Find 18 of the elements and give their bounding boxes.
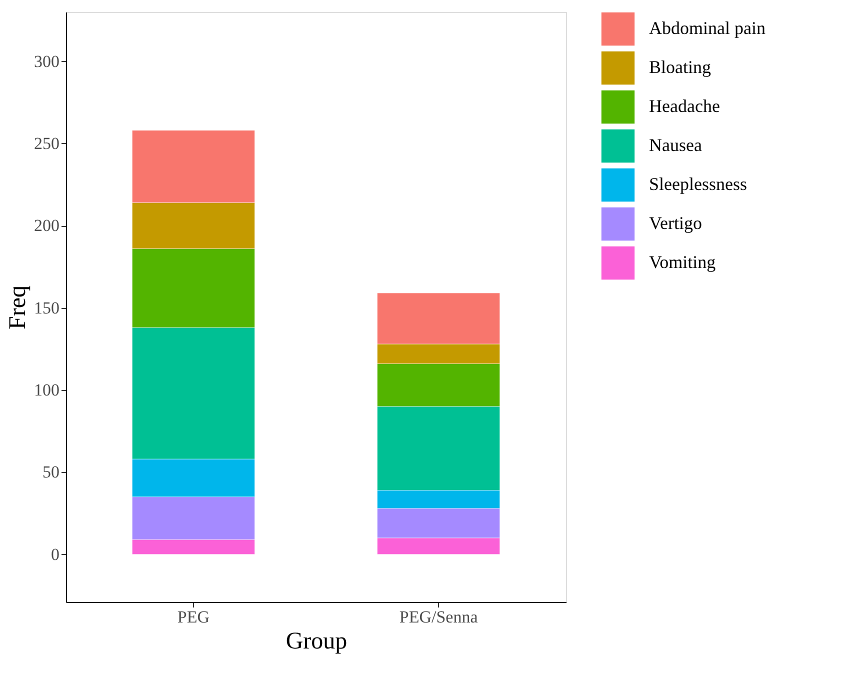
y-tick-label: 300	[34, 52, 60, 71]
legend-label: Sleeplessness	[649, 174, 747, 194]
y-tick-label: 0	[51, 544, 60, 564]
x-tick-label: PEG	[177, 608, 210, 626]
legend-label: Vomiting	[649, 252, 716, 272]
legend-label: Bloating	[649, 57, 711, 77]
y-tick-label: 250	[34, 134, 60, 153]
x-tick-label: PEG/Senna	[399, 608, 478, 626]
y-tick-label: 150	[34, 298, 60, 318]
legend-label: Vertigo	[649, 213, 702, 233]
y-axis-title: Freq	[5, 286, 31, 330]
legend-label: Abdominal pain	[649, 18, 766, 38]
y-tick-label: 200	[34, 216, 60, 236]
y-tick-label: 100	[34, 380, 60, 400]
y-tick-label: 50	[42, 462, 60, 482]
legend-label: Headache	[649, 96, 720, 116]
legend-label: Nausea	[649, 135, 702, 155]
x-axis-title: Group	[286, 628, 348, 654]
